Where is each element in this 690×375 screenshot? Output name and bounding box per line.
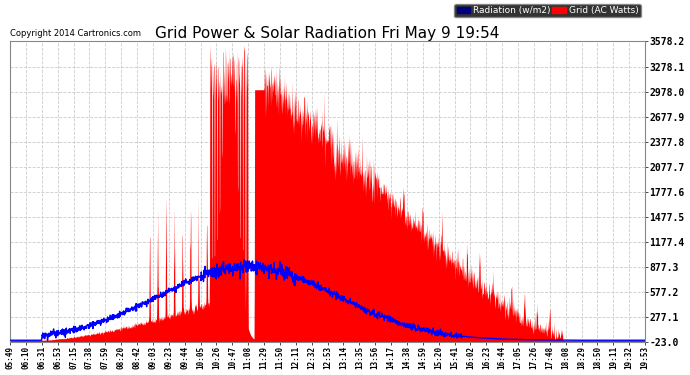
Text: Copyright 2014 Cartronics.com: Copyright 2014 Cartronics.com bbox=[10, 30, 141, 39]
Title: Grid Power & Solar Radiation Fri May 9 19:54: Grid Power & Solar Radiation Fri May 9 1… bbox=[155, 27, 500, 42]
Legend: Radiation (w/m2), Grid (AC Watts): Radiation (w/m2), Grid (AC Watts) bbox=[455, 4, 640, 17]
